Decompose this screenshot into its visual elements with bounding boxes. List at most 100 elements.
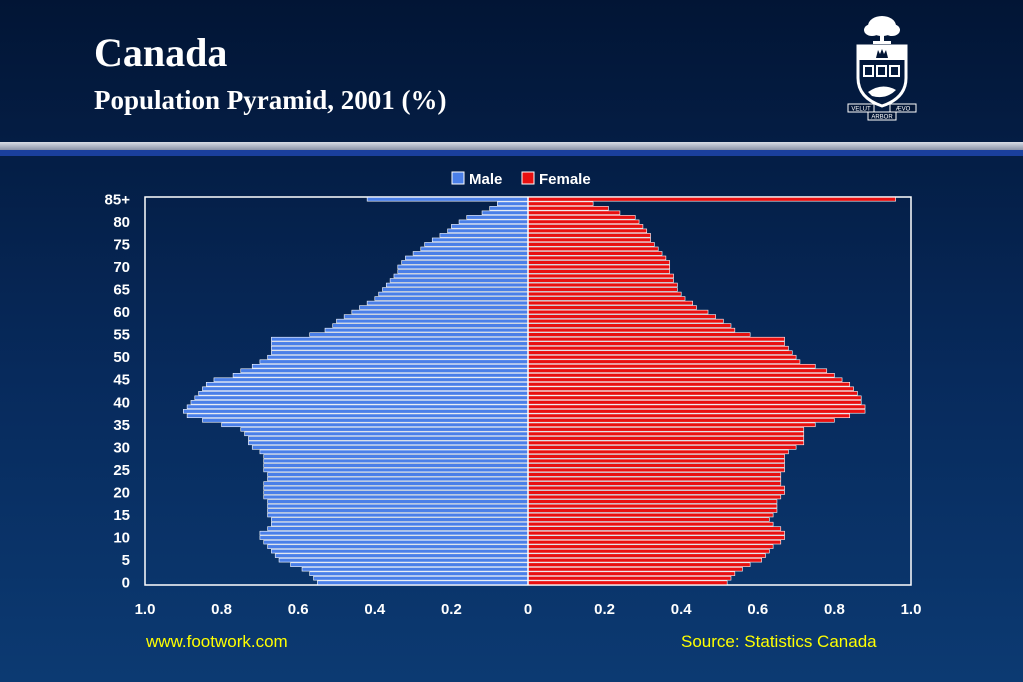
female-bar-age-21 <box>527 485 785 491</box>
female-bar-age-11 <box>527 530 785 536</box>
y-tick-label: 65 <box>113 281 130 298</box>
male-bar-age-64 <box>378 291 529 297</box>
female-bar-age-31 <box>527 440 805 446</box>
male-bar-age-76 <box>431 237 529 243</box>
male-bar-age-82 <box>481 210 529 215</box>
footer-website: www.footwork.com <box>146 632 288 651</box>
male-bar-age-52 <box>271 345 529 351</box>
male-bar-age-59 <box>343 314 529 319</box>
female-bar-age-17 <box>527 503 778 509</box>
male-bar-age-43 <box>202 386 529 391</box>
male-bar-age-18 <box>267 499 529 504</box>
female-bar-age-70 <box>527 264 671 270</box>
male-bar-age-55 <box>309 332 529 337</box>
female-bar-age-50 <box>527 354 797 360</box>
male-bar-age-57 <box>332 323 529 328</box>
male-bar-age-29 <box>259 449 529 455</box>
male-bar-age-73 <box>412 251 529 256</box>
male-bar-age-21 <box>263 485 529 491</box>
male-bar-age-26 <box>263 463 529 468</box>
female-bar-age-14 <box>527 517 770 522</box>
x-tick-label: 0.4 <box>671 601 693 618</box>
female-bar-age-7 <box>527 548 770 554</box>
female-bar-age-79 <box>527 224 644 229</box>
male-bar-age-71 <box>401 260 529 265</box>
female-bar-age-78 <box>527 228 648 234</box>
header-divider-blue <box>0 150 1023 156</box>
male-bar-age-81 <box>466 215 529 220</box>
male-bar-age-12 <box>267 526 529 531</box>
legend-female-swatch <box>521 171 535 185</box>
female-bar-age-32 <box>527 436 805 441</box>
male-bar-age-6 <box>274 553 529 558</box>
legend-male-swatch <box>451 171 465 185</box>
female-bar-age-59 <box>527 314 716 319</box>
male-bar-age-63 <box>374 296 529 301</box>
female-bar-age-63 <box>527 296 686 301</box>
female-bar-age-15 <box>527 512 774 518</box>
female-bar-age-81 <box>527 215 636 220</box>
legend-female-label: Female <box>539 171 591 188</box>
y-tick-label: 20 <box>113 485 130 502</box>
motto-bottom: ARBOR <box>871 115 893 121</box>
university-crest-icon: VELUT ÆVO ARBOR <box>847 16 917 121</box>
male-bar-age-85+ <box>366 197 529 202</box>
male-bar-age-17 <box>267 503 529 509</box>
female-bar-age-33 <box>527 431 805 437</box>
female-bar-age-0 <box>527 580 728 585</box>
y-tick-label: 0 <box>122 575 130 592</box>
male-bar-age-53 <box>271 341 529 346</box>
female-bar-age-36 <box>527 418 835 423</box>
y-tick-label: 55 <box>113 327 130 344</box>
male-bar-age-34 <box>240 427 529 432</box>
y-tick-label: 15 <box>113 507 130 524</box>
x-tick-label: 0.2 <box>594 601 615 618</box>
female-bar-age-9 <box>527 539 782 545</box>
y-tick-label: 80 <box>113 214 130 231</box>
female-bar-age-13 <box>527 521 774 527</box>
x-tick-label: 0.2 <box>441 601 462 618</box>
male-bar-age-23 <box>267 476 529 482</box>
female-bar-age-45 <box>527 377 843 382</box>
female-bar-age-38 <box>527 409 866 414</box>
female-bar-age-19 <box>527 494 782 500</box>
male-bar-age-30 <box>251 445 529 450</box>
x-tick-label: 0.8 <box>824 601 845 618</box>
male-bar-age-62 <box>366 300 529 306</box>
male-bar-age-2 <box>309 571 529 576</box>
male-bar-age-46 <box>232 373 529 378</box>
male-bar-age-13 <box>271 521 529 527</box>
y-tick-label: 85+ <box>105 191 131 208</box>
female-bar-age-53 <box>527 341 785 346</box>
female-bar-age-26 <box>527 463 785 468</box>
male-bar-age-51 <box>271 350 529 355</box>
male-bar-age-7 <box>271 548 529 554</box>
female-bar-age-73 <box>527 251 663 256</box>
female-bar-age-65 <box>527 287 678 292</box>
male-bar-age-44 <box>205 382 529 387</box>
female-bar-age-47 <box>527 368 828 373</box>
male-bar-age-56 <box>324 327 529 333</box>
female-bar-age-1 <box>527 576 732 581</box>
female-bar-age-80 <box>527 219 640 225</box>
female-bar-age-68 <box>527 273 674 279</box>
female-bar-age-3 <box>527 567 743 572</box>
male-bar-age-22 <box>263 481 529 486</box>
y-tick-labels: 0 5 10 15 20 25 30 35 40 45 50 55 60 65 70 75 80 85+ <box>105 191 131 591</box>
male-bar-age-84 <box>497 201 529 206</box>
female-bar-age-61 <box>527 305 697 310</box>
female-bar-age-54 <box>527 336 785 342</box>
male-bar-age-42 <box>198 391 529 396</box>
y-tick-label: 40 <box>113 394 130 411</box>
female-bar-age-8 <box>527 544 774 549</box>
female-bar-age-44 <box>527 382 851 387</box>
female-bar-age-52 <box>527 345 789 351</box>
male-bar-age-47 <box>240 368 529 373</box>
female-bar-age-20 <box>527 490 785 495</box>
female-bar-age-46 <box>527 373 835 378</box>
male-bar-age-74 <box>420 246 529 252</box>
page-title: Canada <box>94 30 228 75</box>
y-tick-label: 60 <box>113 304 130 321</box>
x-tick-label: 0.8 <box>211 601 232 618</box>
x-tick-label: 0 <box>524 601 532 618</box>
